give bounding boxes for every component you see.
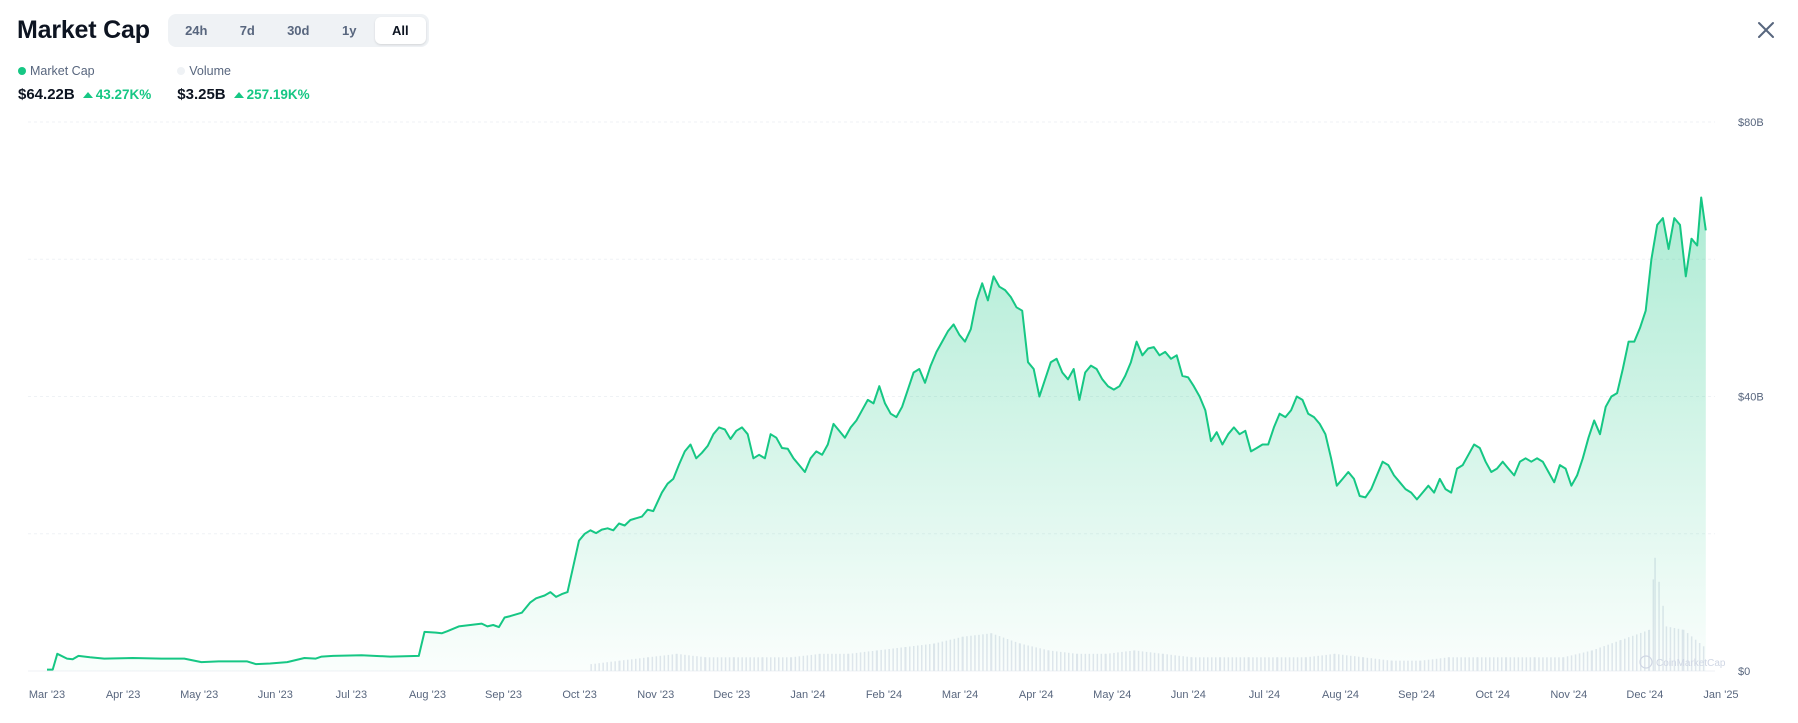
legend-label-market-cap: Market Cap xyxy=(30,64,95,78)
legend-item-market-cap[interactable]: Market Cap $64.22B 43.27K% xyxy=(18,63,151,103)
y-tick-label: $40B xyxy=(1738,392,1764,404)
legend-values-market-cap: $64.22B 43.27K% xyxy=(18,86,151,103)
x-tick-label: Oct '24 xyxy=(1475,689,1510,701)
legend-item-volume[interactable]: Volume $3.25B 257.19K% xyxy=(177,63,310,103)
market-cap-line xyxy=(47,196,1707,671)
tab-1y[interactable]: 1y xyxy=(342,22,357,38)
chart-header: Market Cap 24h 7d 30d 1y All xyxy=(17,13,429,47)
triangle-up-icon xyxy=(82,91,93,98)
triangle-up-icon xyxy=(233,91,244,98)
watermark: CoinMarketCap xyxy=(1639,655,1726,669)
page-title: Market Cap xyxy=(17,15,150,44)
x-tick-label: Oct '23 xyxy=(562,689,597,701)
x-tick-label: Feb '24 xyxy=(866,689,902,701)
y-axis-ticks: $0 $40B $80B xyxy=(1738,117,1764,678)
x-tick-label: Sep '23 xyxy=(485,689,522,701)
market-cap-change-value: 43.27K% xyxy=(95,87,152,102)
tab-7d[interactable]: 7d xyxy=(239,22,255,38)
x-tick-label: Sep '24 xyxy=(1398,689,1435,701)
x-axis-ticks: Mar '23 Apr '23 May '23 Jun '23 Jul '23 Aug '… xyxy=(29,689,1739,701)
x-tick-label: Nov '23 xyxy=(637,689,674,701)
x-tick-label: Mar '24 xyxy=(942,689,978,701)
watermark-logo-icon xyxy=(1639,655,1653,669)
x-tick-label: Jun '24 xyxy=(1171,689,1206,701)
market-cap-value: $64.22B xyxy=(18,86,75,103)
x-tick-label: Mar '23 xyxy=(29,689,65,701)
volume-value: $3.25B xyxy=(177,86,226,103)
volume-change-value: 257.19K% xyxy=(246,87,310,102)
x-tick-label: May '23 xyxy=(180,689,218,701)
chart-legend: Market Cap $64.22B 43.27K% Volume $3.25B… xyxy=(18,63,336,103)
market-cap-dot-icon xyxy=(18,67,26,75)
legend-label-row: Volume xyxy=(177,63,309,79)
legend-label-volume: Volume xyxy=(189,64,231,78)
y-tick-label: $0 xyxy=(1738,666,1750,678)
x-tick-label: May '24 xyxy=(1093,689,1131,701)
tab-24h[interactable]: 24h xyxy=(185,22,208,38)
volume-dot-icon xyxy=(177,67,186,75)
x-tick-label: Jan '25 xyxy=(1703,689,1738,701)
x-tick-label: Jul '24 xyxy=(1249,689,1280,701)
y-tick-label: $80B xyxy=(1738,117,1764,129)
watermark-text: CoinMarketCap xyxy=(1656,658,1726,669)
x-tick-label: Apr '23 xyxy=(106,689,141,701)
x-tick-label: Dec '24 xyxy=(1626,689,1663,701)
tab-all[interactable]: All xyxy=(374,16,426,44)
x-tick-label: Jan '24 xyxy=(790,689,825,701)
market-cap-change: 43.27K% xyxy=(82,87,152,102)
x-tick-label: Jun '23 xyxy=(258,689,293,701)
x-tick-label: Dec '23 xyxy=(713,689,750,701)
x-tick-label: Apr '24 xyxy=(1019,689,1054,701)
legend-label-row: Market Cap xyxy=(18,63,151,79)
market-cap-area xyxy=(47,197,1706,671)
x-tick-label: Nov '24 xyxy=(1550,689,1587,701)
close-icon[interactable] xyxy=(1754,18,1778,42)
tab-30d[interactable]: 30d xyxy=(287,22,310,38)
legend-values-volume: $3.25B 257.19K% xyxy=(177,86,309,103)
x-tick-label: Aug '24 xyxy=(1322,689,1359,701)
x-tick-label: Jul '23 xyxy=(336,689,367,701)
volume-change: 257.19K% xyxy=(233,87,310,102)
time-range-tabs: 24h 7d 30d 1y All xyxy=(167,13,429,47)
x-tick-label: Aug '23 xyxy=(409,689,446,701)
